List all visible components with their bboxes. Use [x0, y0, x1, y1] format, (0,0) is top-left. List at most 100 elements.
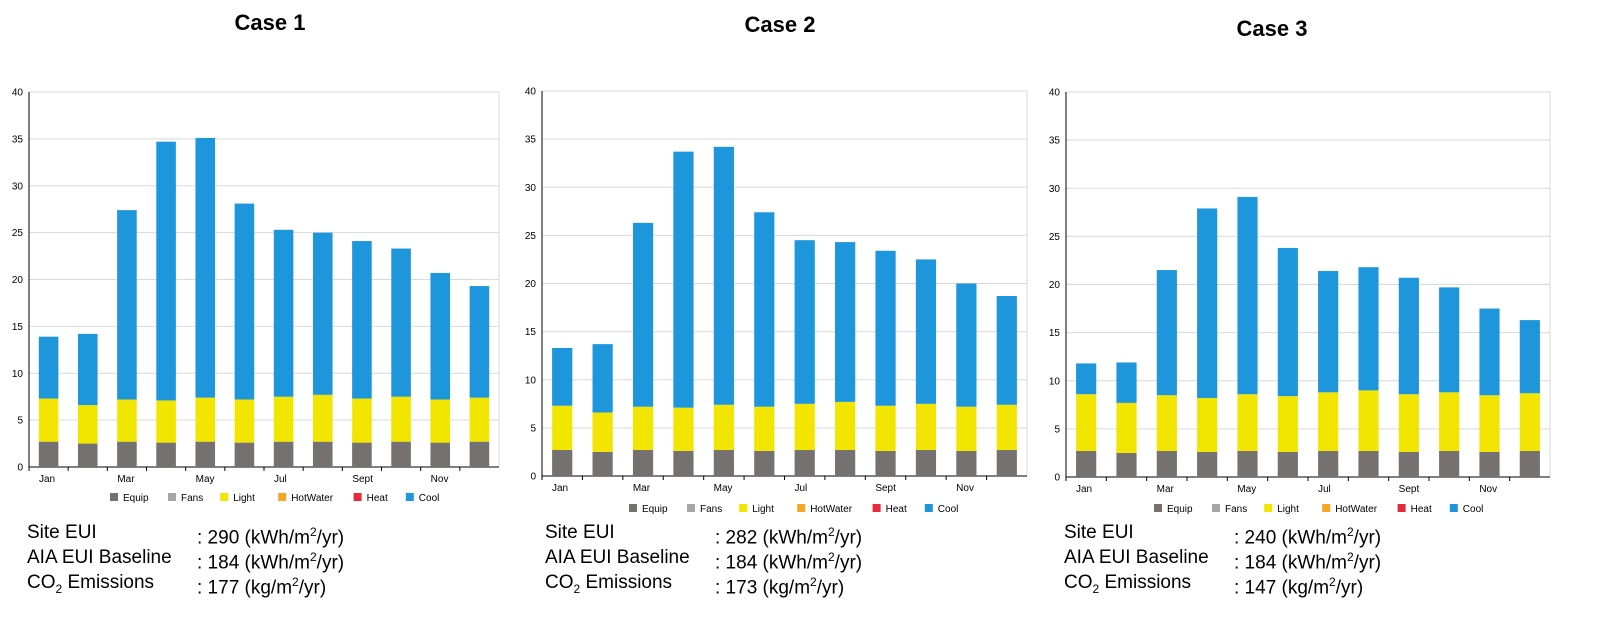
co2-emissions-label: CO2 Emissions [545, 572, 673, 596]
bar-cool-oct [915, 259, 937, 404]
bar-light-jul [1318, 392, 1339, 452]
y-tick-label: 25 [525, 231, 537, 242]
y-tick-label: 10 [12, 369, 24, 380]
co2-emissions-row: CO2 Emissions : 147 (kg/m2/yr) [1064, 570, 1444, 598]
legend-swatch-equip [629, 504, 637, 512]
site-eui-label: Site EUI [27, 522, 97, 543]
co2-emissions-row: CO2 Emissions : 177 (kg/m2/yr) [27, 570, 407, 598]
bar-cool-apr [1197, 208, 1218, 399]
bar-cool-mar [117, 210, 137, 400]
x-tick-label: May [196, 474, 215, 485]
x-tick-label: May [714, 483, 733, 494]
bar-light-apr [156, 400, 176, 443]
bar-equip-feb [592, 451, 613, 476]
y-tick-label: 10 [1049, 376, 1061, 387]
bar-equip-jan [552, 450, 573, 476]
legend-label-cool: Cool [419, 493, 440, 504]
legend-label-light: Light [752, 504, 774, 515]
bar-equip-jun [1277, 451, 1298, 477]
bar-light-mar [632, 406, 654, 451]
bar-light-feb [77, 405, 98, 444]
x-tick-label: Jan [552, 483, 568, 494]
y-tick-label: 35 [525, 135, 537, 146]
bar-equip-dec [996, 450, 1017, 476]
bar-equip-mar [632, 450, 654, 476]
x-tick-label: Nov [1479, 484, 1497, 495]
bar-light-sept [875, 405, 896, 451]
bar-light-may [713, 404, 734, 451]
bar-equip-aug [835, 450, 856, 476]
y-tick-label: 40 [1049, 88, 1061, 99]
bar-equip-apr [1197, 451, 1218, 477]
bar-cool-oct [1439, 287, 1460, 393]
bar-light-oct [391, 396, 411, 442]
bar-cool-jun [754, 212, 775, 407]
bar-cool-apr [673, 151, 694, 408]
legend-label-light: Light [1277, 504, 1299, 515]
bar-light-jan [38, 398, 59, 442]
co2-emissions-label: CO2 Emissions [1064, 572, 1192, 596]
bar-equip-nov [430, 442, 451, 467]
legend-swatch-cool [924, 504, 933, 512]
x-tick-label: Nov [431, 474, 449, 485]
legend-swatch-cool [405, 493, 414, 501]
bar-cool-jun [1277, 247, 1298, 397]
legend-label-hotwater: HotWater [291, 493, 334, 504]
bar-cool-may [713, 146, 734, 405]
bar-light-feb [592, 412, 613, 452]
bar-equip-feb [1116, 452, 1137, 477]
bar-cool-jan [1076, 363, 1097, 395]
bar-equip-feb [77, 443, 98, 467]
legend-swatch-fans [1212, 504, 1220, 512]
bar-cool-nov [956, 283, 977, 407]
aia-eui-baseline-label: AIA EUI Baseline [1064, 547, 1209, 568]
x-tick-label: Mar [117, 474, 135, 485]
legend-label-hotwater: HotWater [1335, 504, 1378, 515]
aia-eui-baseline-row: AIA EUI Baseline : 184 (kWh/m2/yr) [1064, 545, 1444, 573]
bar-cool-nov [430, 272, 451, 400]
site-eui-label: Site EUI [1064, 522, 1134, 543]
x-tick-label: Jul [1318, 484, 1331, 495]
bar-cool-jul [794, 240, 815, 404]
aia-eui-baseline-label: AIA EUI Baseline [545, 547, 690, 568]
aia-eui-baseline-value: : 184 (kWh/m2/yr) [1234, 550, 1382, 574]
site-eui-value: : 282 (kWh/m2/yr) [715, 525, 863, 549]
x-tick-label: Jan [1076, 484, 1092, 495]
legend-label-fans: Fans [700, 504, 722, 515]
bar-light-jul [794, 403, 815, 451]
legend-swatch-light [1264, 504, 1273, 512]
site-eui-value: : 240 (kWh/m2/yr) [1234, 525, 1382, 549]
legend-label-equip: Equip [123, 493, 149, 504]
aia-eui-baseline-row: AIA EUI Baseline : 184 (kWh/m2/yr) [27, 545, 407, 573]
case-3-title: Case 3 [1236, 16, 1308, 41]
bar-cool-dec [1519, 320, 1540, 394]
y-tick-label: 25 [1049, 232, 1061, 243]
legend-label-fans: Fans [1225, 504, 1247, 515]
y-tick-label: 30 [525, 183, 537, 194]
bar-equip-oct [1439, 451, 1460, 477]
bar-equip-apr [673, 450, 694, 476]
y-tick-label: 15 [12, 322, 24, 333]
bar-light-aug [312, 394, 333, 442]
legend-label-heat: Heat [1411, 504, 1432, 515]
bar-equip-may [713, 450, 734, 476]
legend-label-equip: Equip [642, 504, 668, 515]
y-tick-label: 25 [12, 228, 24, 239]
bar-light-mar [1156, 395, 1177, 452]
site-eui-row: Site EUI : 290 (kWh/m2/yr) [27, 520, 407, 548]
bar-light-oct [915, 403, 937, 451]
aia-eui-baseline-value: : 184 (kWh/m2/yr) [197, 550, 345, 574]
bar-light-mar [117, 399, 137, 442]
bar-light-aug [1358, 390, 1379, 452]
site-eui-value: : 290 (kWh/m2/yr) [197, 525, 345, 549]
y-tick-label: 15 [525, 327, 537, 338]
bar-light-jun [234, 399, 255, 443]
bar-light-jan [1076, 394, 1097, 452]
bar-light-sept [1398, 394, 1419, 452]
legend-label-hotwater: HotWater [810, 504, 853, 515]
legend-swatch-equip [110, 493, 118, 501]
case-1-title: Case 1 [234, 10, 306, 35]
bar-equip-oct [391, 441, 411, 467]
bar-equip-jan [1076, 451, 1097, 477]
bar-light-jun [754, 406, 775, 451]
